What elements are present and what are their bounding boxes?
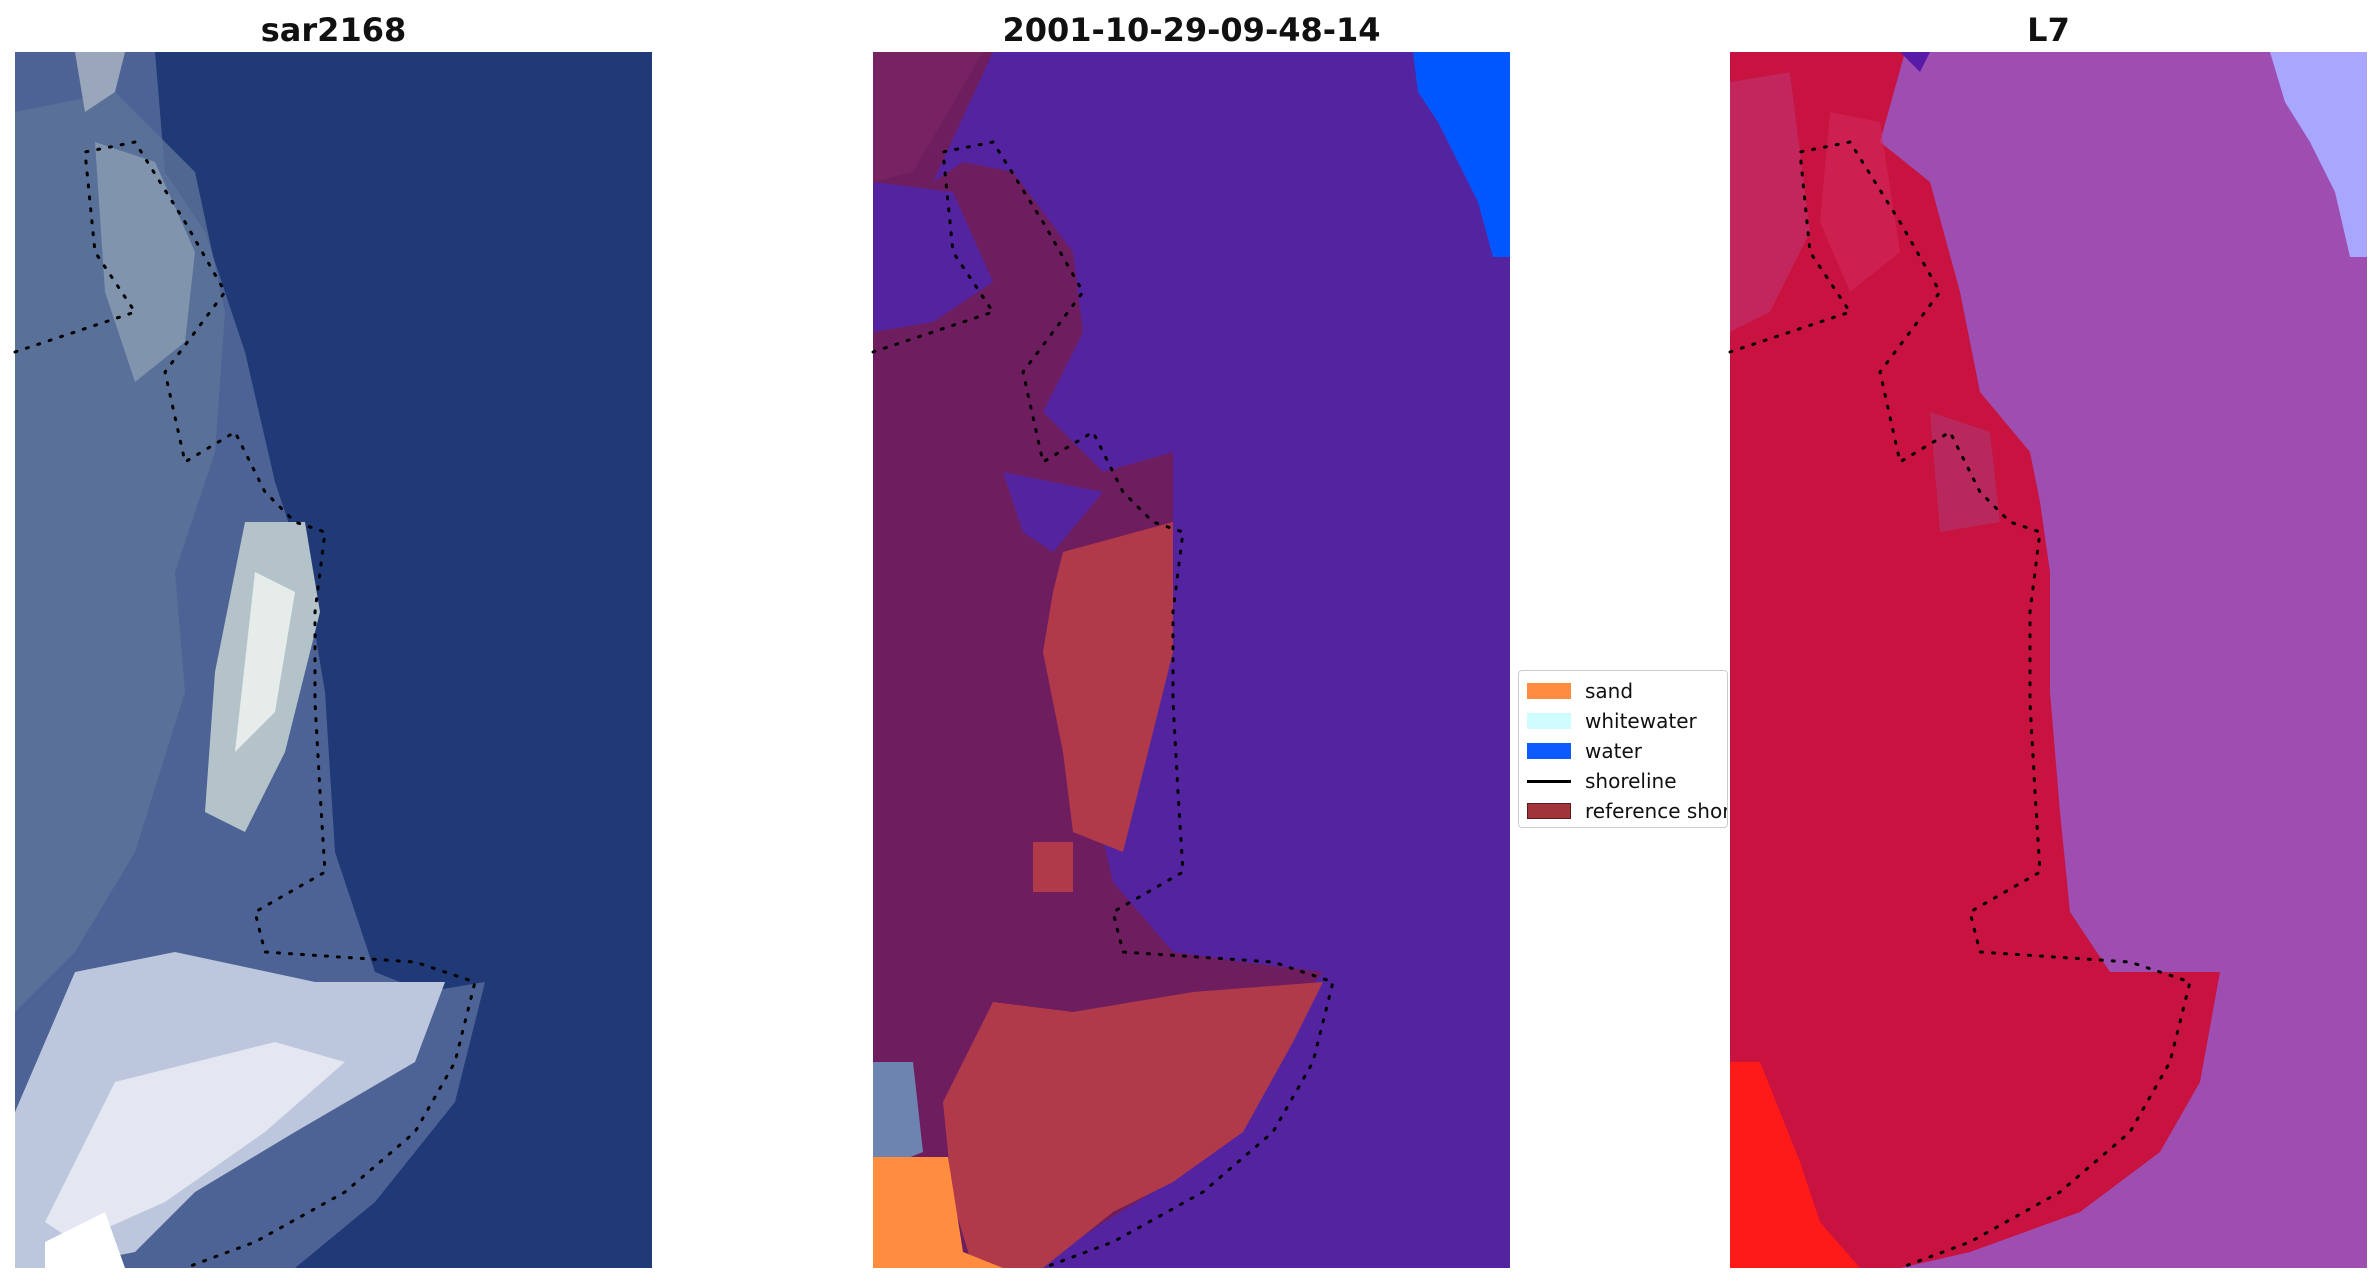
legend-item-reference-shoreline: reference shoreline — [1519, 795, 1728, 825]
l7-image — [1730, 52, 2367, 1268]
legend-label-whitewater: whitewater — [1585, 709, 1697, 733]
panel-title-sar2168: sar2168 — [260, 11, 407, 49]
legend-item-sand: sand — [1519, 675, 1727, 705]
legend: sand whitewater water shoreline referenc… — [1518, 670, 1728, 828]
water-swatch — [1527, 743, 1571, 759]
l7-image-panel — [1730, 52, 2367, 1268]
legend-label-sand: sand — [1585, 679, 1634, 703]
legend-item-water: water — [1519, 735, 1727, 765]
shoreline-line-swatch — [1527, 780, 1571, 783]
rgb-image — [15, 52, 652, 1268]
reference-shoreline-swatch — [1527, 803, 1571, 819]
panel-title-l7: L7 — [2027, 11, 2070, 49]
legend-label-reference-shoreline: reference shoreline — [1585, 799, 1728, 823]
whitewater-swatch — [1527, 713, 1571, 729]
legend-label-water: water — [1585, 739, 1642, 763]
legend-item-shoreline: shoreline — [1519, 765, 1727, 795]
classification-panel — [873, 52, 1510, 1268]
legend-item-whitewater: whitewater — [1519, 705, 1727, 735]
panel-title-date: 2001-10-29-09-48-14 — [1002, 11, 1381, 49]
sand-swatch — [1527, 683, 1571, 699]
legend-label-shoreline: shoreline — [1585, 769, 1677, 793]
classification-image — [873, 52, 1510, 1268]
rgb-image-panel — [15, 52, 652, 1268]
